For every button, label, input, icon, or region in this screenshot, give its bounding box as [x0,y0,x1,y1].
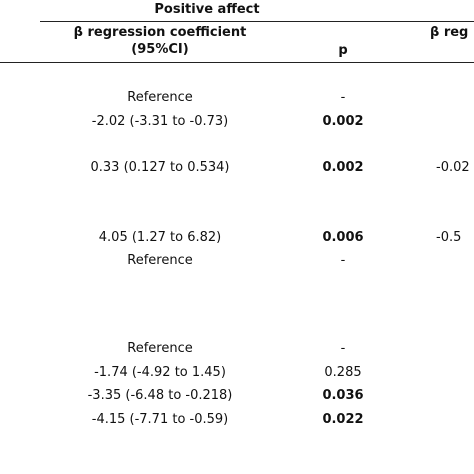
p-value-cell: 0.006 [322,230,364,245]
p-value-cell: 0.285 [324,365,362,380]
coefficient-cell: -3.35 (-6.48 to -0.218) [87,388,233,403]
column-header: β regression coefficient [73,25,247,40]
rule [40,21,474,22]
column-header: (95%CI) [131,42,189,57]
group-title: Positive affect [154,2,260,17]
next-column-cell: -0.02 [436,160,470,175]
column-header: p [338,43,348,58]
coefficient-cell: -1.74 (-4.92 to 1.45) [94,365,226,380]
p-value-cell: - [340,341,346,356]
rule [0,62,474,63]
coefficient-cell: 0.33 (0.127 to 0.534) [90,160,230,175]
coefficient-cell: -4.15 (-7.71 to -0.59) [91,412,229,427]
p-value-cell: 0.002 [322,160,364,175]
p-value-cell: 0.022 [322,412,364,427]
column-header: β reg [430,25,469,40]
p-value-cell: - [340,90,346,105]
p-value-cell: 0.002 [322,114,364,129]
coefficient-cell: 4.05 (1.27 to 6.82) [98,230,222,245]
next-column-cell: -0.5 [436,230,462,245]
coefficient-cell: Reference [127,90,193,105]
coefficient-cell: Reference [127,341,193,356]
coefficient-cell: -2.02 (-3.31 to -0.73) [91,114,229,129]
p-value-cell: 0.036 [322,388,364,403]
coefficient-cell: Reference [127,253,193,268]
p-value-cell: - [340,253,346,268]
